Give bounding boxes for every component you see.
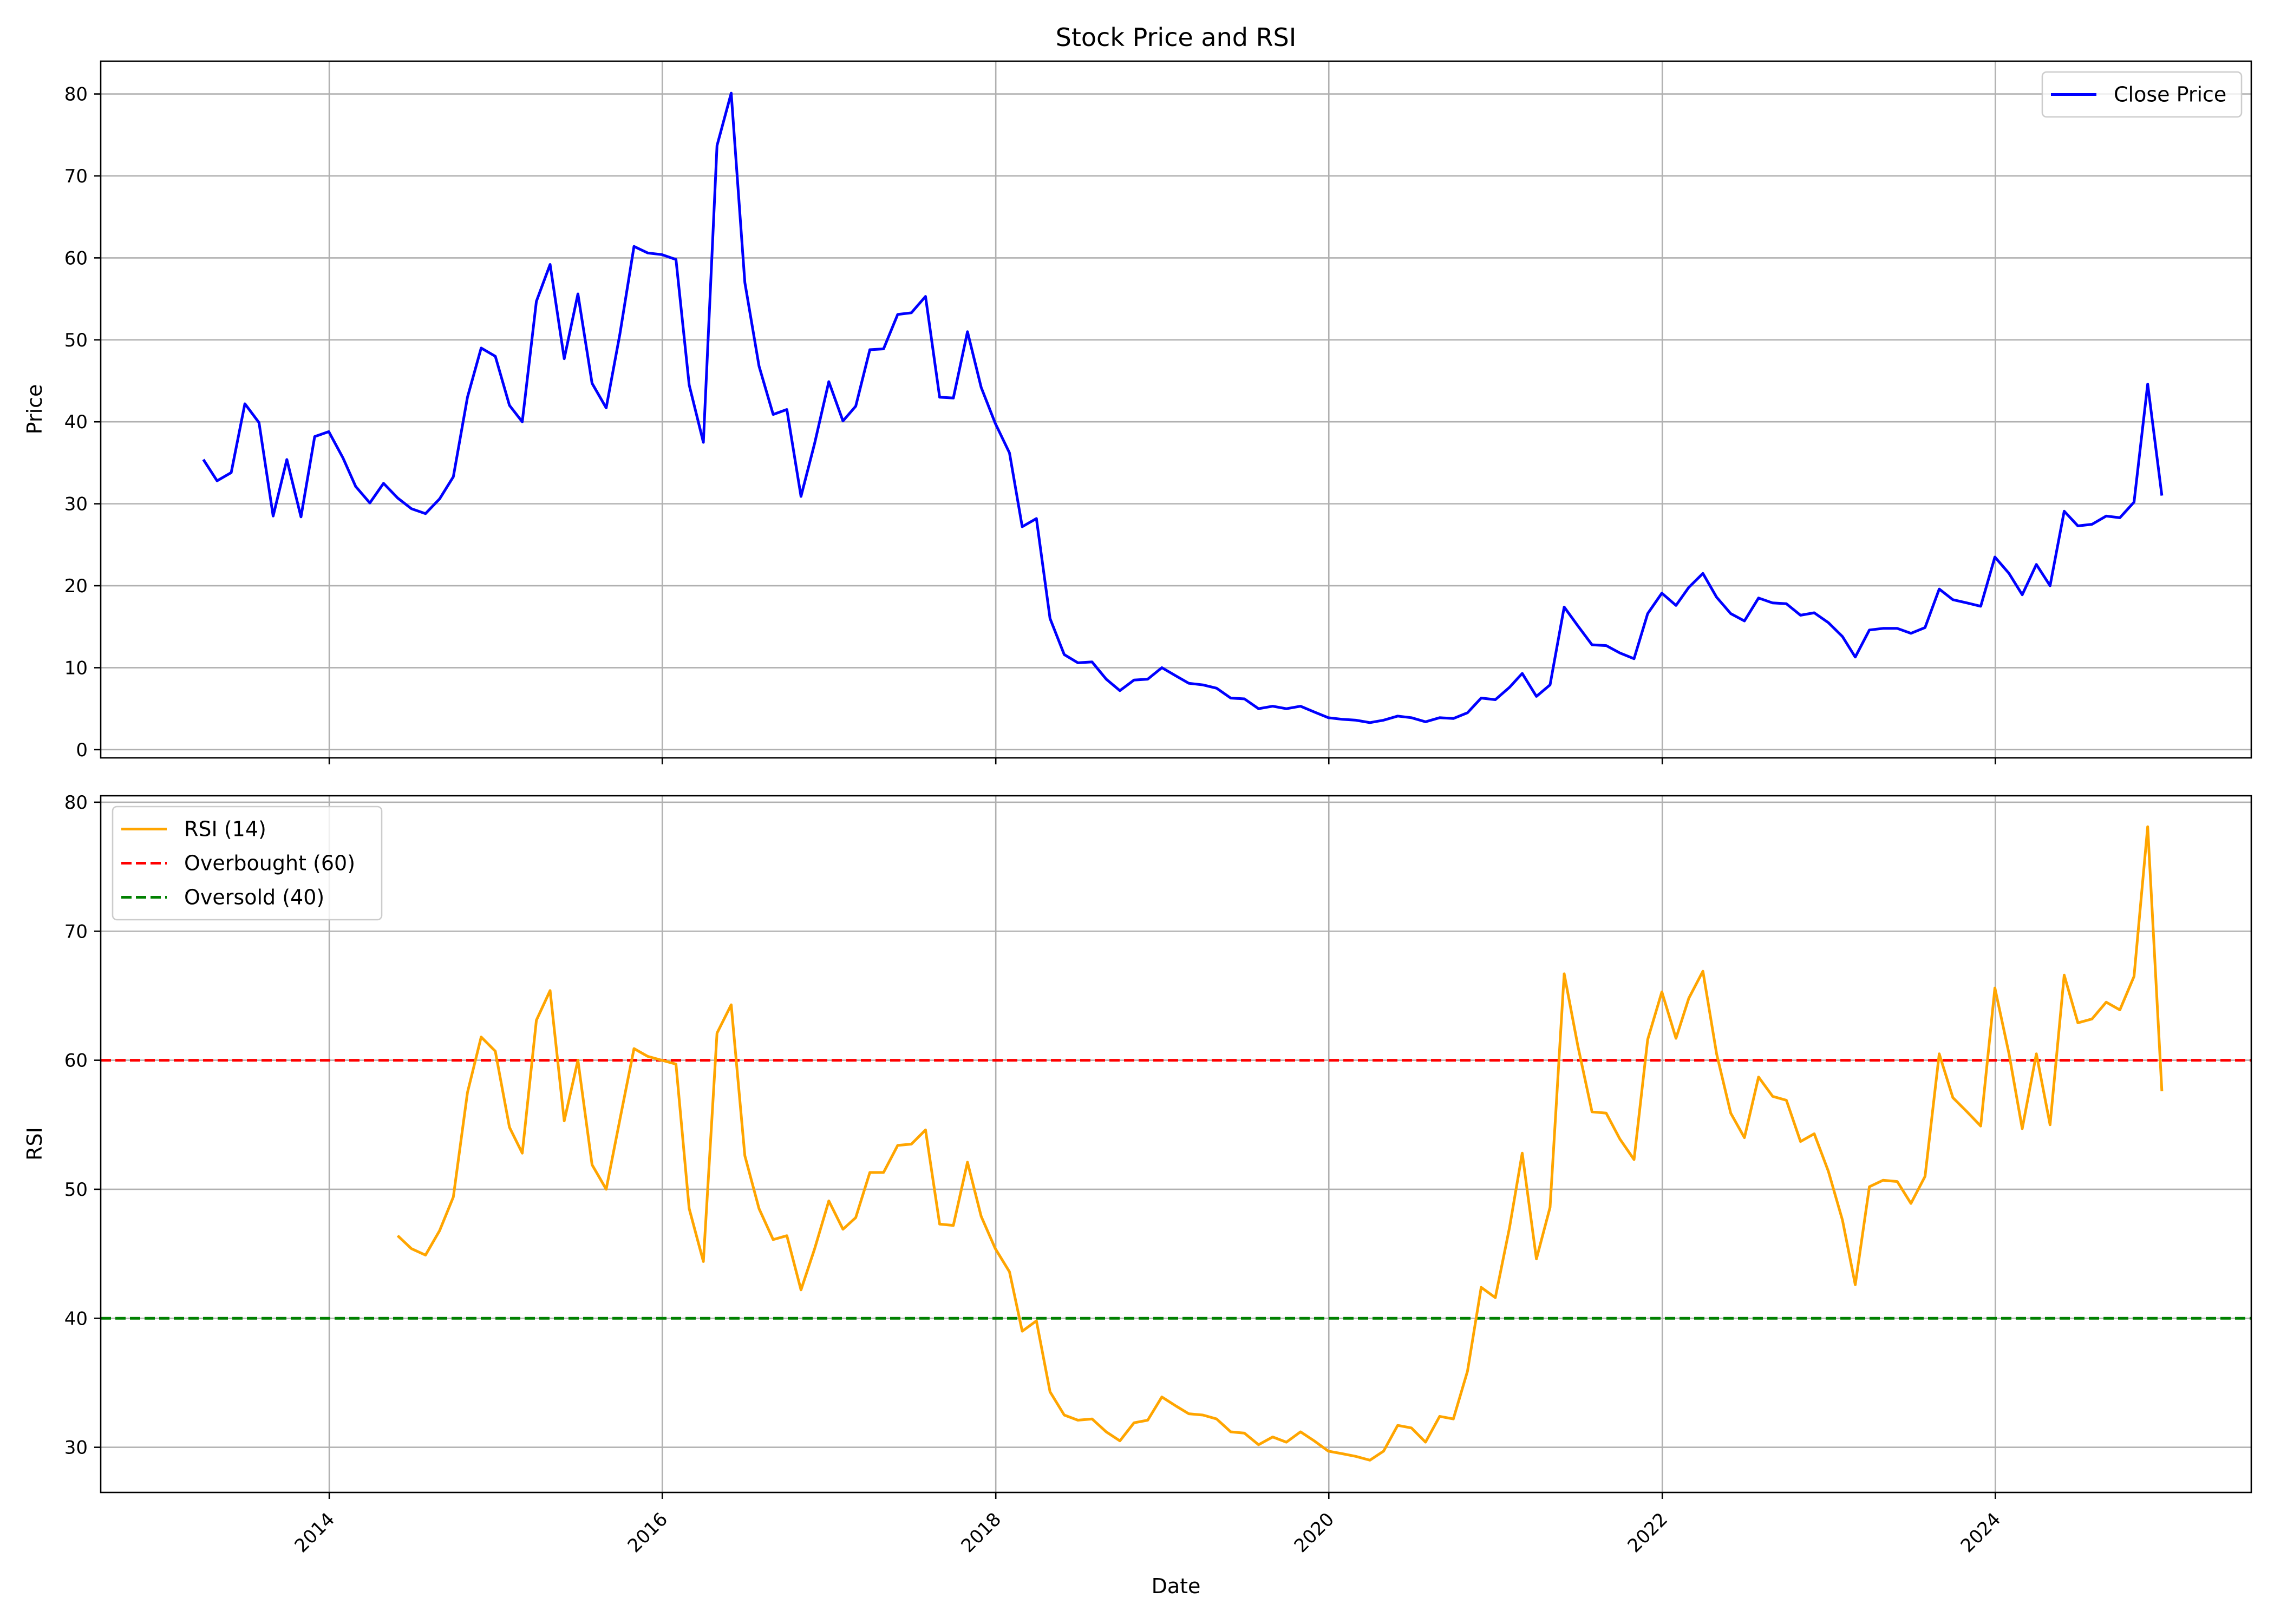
x-tick-label: 2018	[957, 1509, 1005, 1557]
price-y-tick-label: 50	[64, 330, 88, 351]
price-y-axis-label: Price	[23, 384, 47, 435]
price-y-tick-label: 70	[64, 166, 88, 187]
price-legend-box	[2041, 71, 2243, 118]
chart-title: Stock Price and RSI	[1056, 23, 1297, 52]
x-tick-label: 2016	[624, 1509, 672, 1557]
rsi-y-tick-label: 50	[64, 1179, 88, 1201]
price-y-tick-label: 40	[64, 411, 88, 433]
rsi-y-tick-label: 80	[64, 792, 88, 814]
x-tick-label: 2014	[291, 1509, 339, 1557]
price-series	[202, 91, 2164, 724]
x-axis-label: Date	[1152, 1574, 1201, 1598]
rsi-series	[396, 825, 2164, 1462]
rsi-legend-label: Oversold (40)	[184, 886, 324, 909]
rsi-series-line	[396, 825, 2164, 1462]
rsi-y-tick-label: 70	[64, 921, 88, 942]
rsi-legend-box	[112, 806, 383, 921]
price-y-tick-label: 30	[64, 494, 88, 515]
price-plot-frame	[100, 60, 2252, 759]
rsi-plot-frame	[100, 795, 2252, 1494]
rsi-y-tick-label: 30	[64, 1437, 88, 1459]
rsi-panel: 2014 2016 2018 2020 2022 2024 30 40 50 60 70 80 RSI…	[23, 792, 2252, 1598]
price-y-tick-label: 60	[64, 247, 88, 269]
rsi-legend-label: RSI (14)	[184, 817, 266, 841]
price-grid	[101, 61, 2251, 758]
rsi-threshold-lines	[101, 1059, 2251, 1320]
x-tick-label: 2022	[1624, 1509, 1672, 1557]
price-y-tick-label: 0	[76, 739, 88, 761]
x-tick-label: 2020	[1290, 1509, 1338, 1557]
x-tick-label: 2024	[1957, 1509, 2005, 1557]
rsi-y-axis-label: RSI	[23, 1127, 47, 1161]
price-series-line	[202, 91, 2164, 724]
rsi-legend: RSI (14) Overbought (60) Oversold (40)	[112, 806, 383, 921]
price-panel: 0 10 20 30 40 50 60 70 80 Price Close Price	[23, 60, 2252, 764]
price-legend-label: Close Price	[2114, 83, 2226, 107]
price-y-tick-label: 10	[64, 657, 88, 679]
price-y-tick-label: 20	[64, 575, 88, 597]
price-axis-ticks: 0 10 20 30 40 50 60 70 80	[64, 84, 1996, 764]
price-y-tick-label: 80	[64, 84, 88, 106]
rsi-y-tick-label: 60	[64, 1050, 88, 1072]
price-legend: Close Price	[2041, 71, 2243, 118]
rsi-y-tick-label: 40	[64, 1308, 88, 1330]
rsi-legend-label: Overbought (60)	[184, 852, 355, 875]
